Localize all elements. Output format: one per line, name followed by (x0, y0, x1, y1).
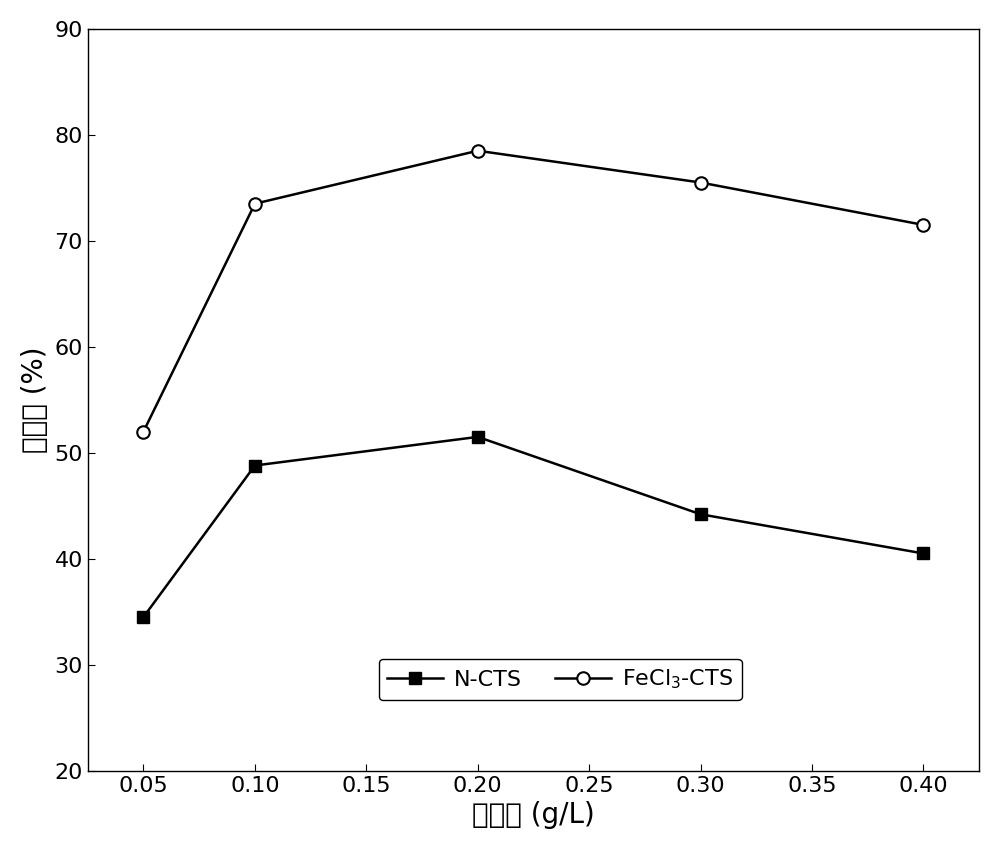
N-CTS (249, 461, 261, 471)
N-CTS (472, 432, 484, 442)
FeCl$_3$-CTS (472, 145, 484, 156)
Y-axis label: 脱色率 (%): 脱色率 (%) (21, 347, 49, 453)
N-CTS (137, 612, 149, 622)
N-CTS (917, 548, 929, 558)
FeCl$_3$-CTS (695, 178, 707, 188)
FeCl$_3$-CTS (917, 220, 929, 230)
Line: N-CTS: N-CTS (137, 431, 930, 623)
N-CTS (695, 509, 707, 519)
FeCl$_3$-CTS (249, 199, 261, 209)
FeCl$_3$-CTS (137, 427, 149, 437)
Legend: N-CTS, FeCl$_3$-CTS: N-CTS, FeCl$_3$-CTS (379, 659, 742, 700)
Line: FeCl$_3$-CTS: FeCl$_3$-CTS (137, 144, 930, 438)
X-axis label: 投加量 (g/L): 投加量 (g/L) (472, 802, 595, 829)
